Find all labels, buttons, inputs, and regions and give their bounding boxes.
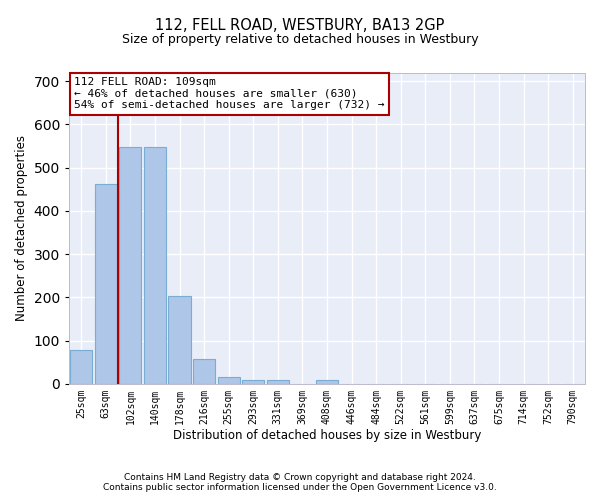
Text: Size of property relative to detached houses in Westbury: Size of property relative to detached ho… xyxy=(122,32,478,46)
Bar xyxy=(169,296,191,384)
Bar xyxy=(95,184,117,384)
Text: Contains HM Land Registry data © Crown copyright and database right 2024.: Contains HM Land Registry data © Crown c… xyxy=(124,472,476,482)
Bar xyxy=(144,147,166,384)
Bar xyxy=(70,350,92,384)
X-axis label: Distribution of detached houses by size in Westbury: Distribution of detached houses by size … xyxy=(173,430,481,442)
Bar xyxy=(193,359,215,384)
Bar xyxy=(218,378,240,384)
Text: 112 FELL ROAD: 109sqm
← 46% of detached houses are smaller (630)
54% of semi-det: 112 FELL ROAD: 109sqm ← 46% of detached … xyxy=(74,77,385,110)
Text: Contains public sector information licensed under the Open Government Licence v3: Contains public sector information licen… xyxy=(103,484,497,492)
Bar xyxy=(267,380,289,384)
Y-axis label: Number of detached properties: Number of detached properties xyxy=(15,135,28,321)
Bar xyxy=(242,380,265,384)
Bar xyxy=(119,147,142,384)
Bar xyxy=(316,380,338,384)
Text: 112, FELL ROAD, WESTBURY, BA13 2GP: 112, FELL ROAD, WESTBURY, BA13 2GP xyxy=(155,18,445,32)
